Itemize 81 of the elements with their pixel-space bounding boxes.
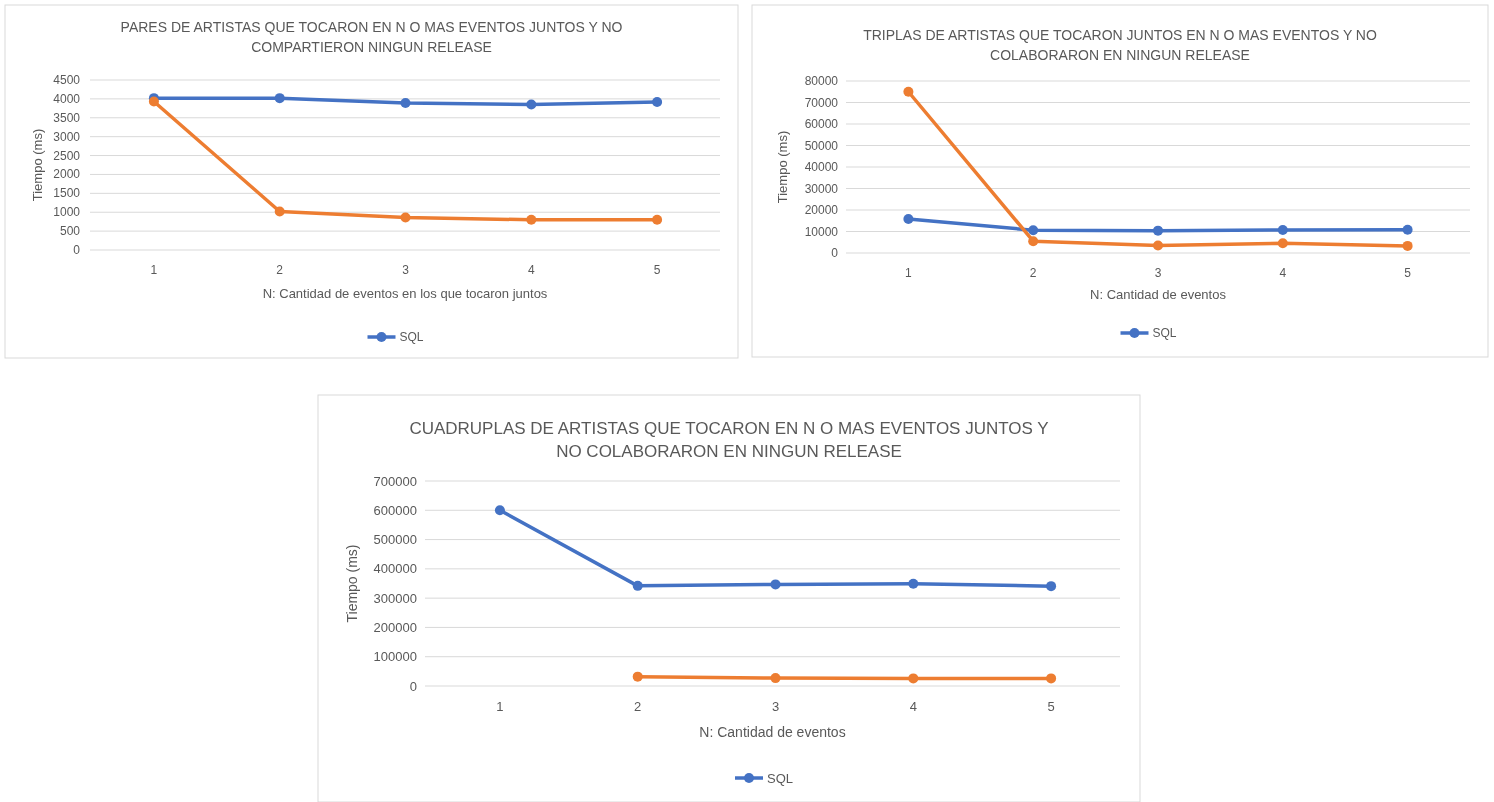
y-tick-label: 70000 — [804, 95, 839, 110]
y-tick-label: 500000 — [373, 532, 417, 548]
x-tick-label: 3 — [771, 698, 780, 714]
y-tick-label: 500 — [59, 224, 81, 239]
y-tick-label: 400000 — [373, 561, 417, 577]
y-tick-label: 300000 — [373, 590, 417, 606]
y-tick-label: 1500 — [53, 186, 81, 201]
point — [1028, 236, 1039, 247]
y-tick-label: 2000 — [53, 167, 81, 182]
x-tick-label: 4 — [1279, 266, 1287, 280]
point — [903, 214, 914, 225]
x-tick-label: 2 — [1029, 266, 1037, 280]
y-tick-label: 3000 — [53, 129, 81, 144]
point — [770, 579, 781, 590]
point — [274, 206, 285, 217]
point — [1277, 238, 1288, 249]
y-tick-label: 200000 — [373, 619, 417, 635]
point — [652, 96, 663, 107]
y-tick-label: 1000 — [53, 205, 81, 220]
point — [1153, 225, 1163, 236]
legend-label: SQL — [1152, 326, 1177, 340]
y-tick-label: 40000 — [804, 160, 839, 174]
y-tick-label: 0 — [831, 246, 839, 260]
y-tick-label: 10000 — [804, 224, 839, 239]
x-tick-label: 3 — [1154, 266, 1162, 280]
point — [494, 505, 505, 516]
x-tick-label: 5 — [1404, 266, 1412, 280]
y-tick-label: 0 — [73, 243, 81, 257]
x-axis-title: N: Cantidad de eventos en los que tocaron juntos — [262, 285, 548, 301]
chart-title: PARES DE ARTISTAS QUE TOCARON EN N O MAS EVENTOS JUNTOS Y NO COMPARTIERON NINGUN RELEASE — [120, 19, 623, 56]
y-axis-title: Tiempo (ms) — [344, 544, 360, 623]
legend-label: SQL — [399, 330, 424, 344]
y-tick-label: 0 — [409, 678, 417, 694]
x-tick-label: 2 — [634, 698, 642, 714]
point — [1277, 225, 1288, 235]
point — [1046, 673, 1057, 684]
legend-label: SQL — [767, 770, 794, 786]
y-tick-label: 4500 — [53, 73, 81, 87]
x-tick-label: 1 — [905, 266, 913, 280]
y-tick-label: 30000 — [804, 181, 839, 196]
y-tick-label: 3500 — [53, 110, 81, 125]
point — [526, 99, 537, 110]
point — [1028, 225, 1039, 236]
point — [1402, 224, 1413, 235]
y-tick-label: 2500 — [53, 148, 81, 163]
point — [274, 93, 285, 104]
x-tick-label: 2 — [276, 263, 284, 277]
point — [526, 214, 537, 225]
x-axis-title: N: Cantidad de eventos — [699, 724, 846, 740]
point — [1402, 240, 1413, 251]
x-tick-label: 3 — [402, 263, 410, 277]
x-tick-label: 1 — [496, 698, 504, 714]
y-tick-label: 60000 — [804, 117, 839, 131]
y-tick-label: 100000 — [373, 649, 417, 665]
point — [652, 214, 663, 225]
x-tick-label: 4 — [909, 698, 917, 714]
x-tick-label: 5 — [1047, 698, 1055, 714]
y-tick-label: 600000 — [373, 502, 417, 518]
x-tick-label: 1 — [150, 263, 158, 277]
point — [908, 578, 919, 589]
x-tick-label: 4 — [527, 263, 535, 277]
y-tick-label: 50000 — [804, 138, 839, 153]
y-tick-label: 80000 — [804, 74, 839, 88]
point — [632, 671, 643, 682]
point — [632, 580, 643, 591]
x-axis-title: N: Cantidad de eventos — [1090, 286, 1227, 302]
point — [770, 673, 781, 684]
point — [1046, 581, 1057, 592]
point — [908, 673, 919, 684]
y-tick-label: 4000 — [53, 91, 81, 106]
point — [903, 86, 914, 97]
y-tick-label: 700000 — [373, 473, 417, 489]
x-tick-label: 5 — [653, 263, 661, 277]
chart-title: TRIPLAS DE ARTISTAS QUE TOCARON JUNTOS EN N O MAS EVENTOS Y NO COLABORARON EN NINGUN RELEASE — [863, 27, 1377, 64]
y-tick-label: 20000 — [804, 203, 839, 217]
point — [400, 212, 411, 223]
point — [400, 98, 411, 109]
y-axis-title: Tiempo (ms) — [774, 130, 790, 204]
y-axis-title: Tiempo (ms) — [29, 128, 45, 202]
point — [1153, 240, 1163, 251]
chart-title: CUADRUPLAS DE ARTISTAS QUE TOCARON EN N O MAS EVENTOS JUNTOS Y NO COLABORARON EN NINGUN RELEASE — [409, 419, 1049, 461]
